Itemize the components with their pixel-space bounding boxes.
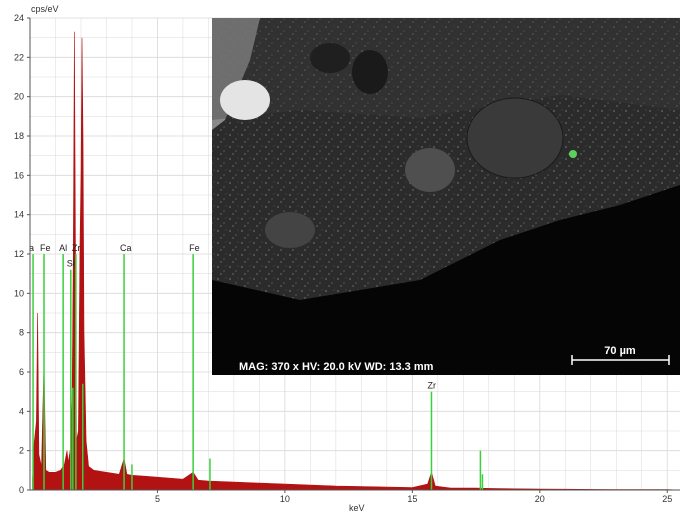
sem-info-text: MAG: 370 x HV: 20.0 kV WD: 13.3 mm bbox=[239, 361, 434, 373]
y-tick-label: 8 bbox=[19, 328, 24, 338]
y-tick-label: 10 bbox=[14, 288, 24, 298]
y-axis-title: cps/eV bbox=[31, 4, 59, 14]
element-marker-label: Fe bbox=[40, 243, 51, 253]
sem-micrograph: MAG: 370 x HV: 20.0 kV WD: 13.3 mm 70 µm bbox=[212, 18, 680, 375]
x-tick-label: 20 bbox=[535, 494, 545, 504]
spectrum-area bbox=[32, 31, 680, 491]
analysis-point-marker bbox=[569, 150, 577, 158]
element-marker-label: a bbox=[29, 243, 34, 253]
y-tick-label: 18 bbox=[14, 131, 24, 141]
y-tick-label: 0 bbox=[19, 485, 24, 495]
x-tick-label: 10 bbox=[280, 494, 290, 504]
x-axis-title: keV bbox=[349, 503, 365, 512]
x-tick-label: 25 bbox=[662, 494, 672, 504]
element-marker-label: Zr bbox=[427, 381, 436, 391]
y-tick-label: 2 bbox=[19, 446, 24, 456]
y-tick-label: 14 bbox=[14, 210, 24, 220]
element-marker-label: Si bbox=[67, 259, 75, 269]
y-tick-label: 24 bbox=[14, 13, 24, 23]
element-marker-label: Al bbox=[59, 243, 67, 253]
y-tick-label: 20 bbox=[14, 92, 24, 102]
element-marker-label: Fe bbox=[189, 243, 200, 253]
element-marker-label: Ca bbox=[120, 243, 132, 253]
y-tick-label: 4 bbox=[19, 406, 24, 416]
y-tick-label: 22 bbox=[14, 52, 24, 62]
spectrum-series bbox=[32, 31, 680, 491]
y-tick-label: 6 bbox=[19, 367, 24, 377]
element-marker-label: Zr bbox=[72, 243, 81, 253]
x-tick-label: 5 bbox=[155, 494, 160, 504]
scale-bar-label: 70 µm bbox=[604, 345, 636, 357]
y-tick-label: 12 bbox=[14, 249, 24, 259]
x-tick-label: 15 bbox=[407, 494, 417, 504]
y-tick-label: 16 bbox=[14, 170, 24, 180]
